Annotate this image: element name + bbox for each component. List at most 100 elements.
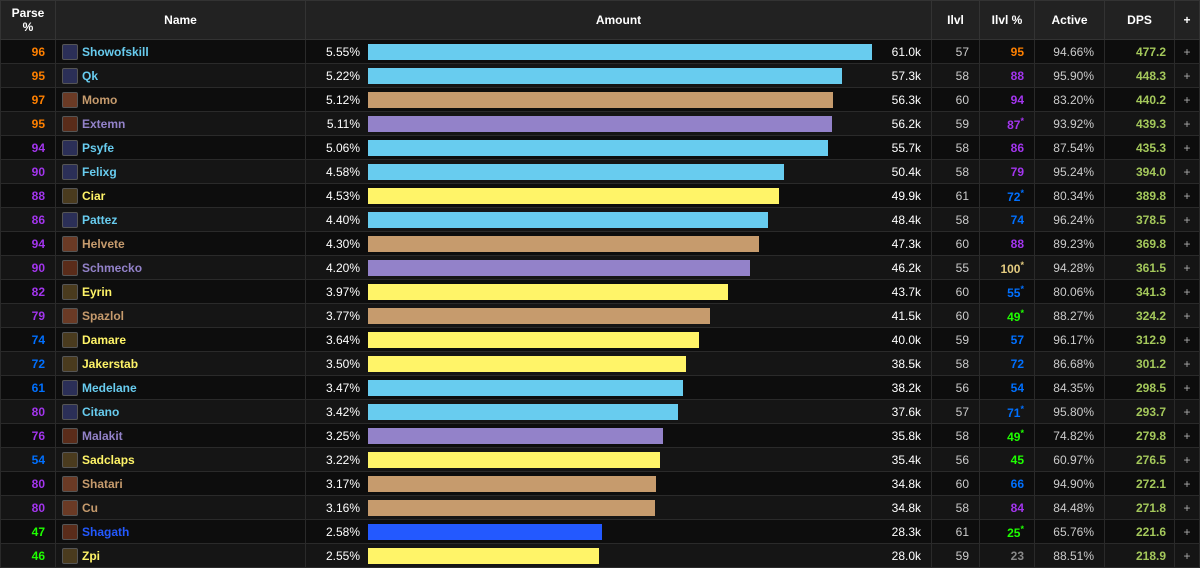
class-icon <box>62 308 78 324</box>
player-link[interactable]: Psyfe <box>82 141 114 155</box>
ilvl: 61 <box>932 184 980 208</box>
amount-percent: 3.25% <box>312 429 360 443</box>
parse-percent: 76 <box>1 424 56 448</box>
expand-button[interactable]: + <box>1175 328 1200 352</box>
ilvl: 56 <box>932 448 980 472</box>
ilvl: 58 <box>932 64 980 88</box>
player-link[interactable]: Spazlol <box>82 309 124 323</box>
expand-button[interactable]: + <box>1175 88 1200 112</box>
player-link[interactable]: Zpi <box>82 549 100 563</box>
player-link[interactable]: Shagath <box>82 525 129 539</box>
expand-button[interactable]: + <box>1175 40 1200 64</box>
header-name[interactable]: Name <box>56 1 306 40</box>
header-active[interactable]: Active <box>1035 1 1105 40</box>
table-row: 97Momo5.12%56.3k609483.20%440.2+ <box>1 88 1200 112</box>
player-link[interactable]: Schmecko <box>82 261 142 275</box>
dps: 440.2 <box>1105 88 1175 112</box>
expand-button[interactable]: + <box>1175 112 1200 136</box>
player-link[interactable]: Ciar <box>82 189 105 203</box>
active-percent: 95.90% <box>1035 64 1105 88</box>
amount-value: 37.6k <box>880 405 925 419</box>
player-link[interactable]: Qk <box>82 69 98 83</box>
class-icon <box>62 140 78 156</box>
amount-cell: 5.55%61.0k <box>306 40 932 64</box>
amount-percent: 4.20% <box>312 261 360 275</box>
header-plus[interactable]: + <box>1175 1 1200 40</box>
player-link[interactable]: Jakerstab <box>82 357 138 371</box>
dps: 271.8 <box>1105 496 1175 520</box>
damage-table: Parse % Name Amount Ilvl Ilvl % Active D… <box>0 0 1200 568</box>
dps: 439.3 <box>1105 112 1175 136</box>
header-dps[interactable]: DPS <box>1105 1 1175 40</box>
expand-button[interactable]: + <box>1175 544 1200 568</box>
dps: 389.8 <box>1105 184 1175 208</box>
header-ilvl[interactable]: Ilvl <box>932 1 980 40</box>
ilvl: 57 <box>932 40 980 64</box>
player-link[interactable]: Malakit <box>82 429 123 443</box>
parse-percent: 94 <box>1 136 56 160</box>
player-link[interactable]: Helvete <box>82 237 125 251</box>
expand-button[interactable]: + <box>1175 184 1200 208</box>
amount-percent: 3.47% <box>312 381 360 395</box>
expand-button[interactable]: + <box>1175 208 1200 232</box>
active-percent: 60.97% <box>1035 448 1105 472</box>
expand-button[interactable]: + <box>1175 424 1200 448</box>
expand-button[interactable]: + <box>1175 352 1200 376</box>
expand-button[interactable]: + <box>1175 472 1200 496</box>
player-link[interactable]: Damare <box>82 333 126 347</box>
player-link[interactable]: Pattez <box>82 213 117 227</box>
ilvl: 58 <box>932 136 980 160</box>
expand-button[interactable]: + <box>1175 496 1200 520</box>
header-ilvlp[interactable]: Ilvl % <box>980 1 1035 40</box>
header-parse[interactable]: Parse % <box>1 1 56 40</box>
ilvl-percent: 45 <box>980 448 1035 472</box>
player-link[interactable]: Medelane <box>82 381 137 395</box>
player-link[interactable]: Citano <box>82 405 119 419</box>
name-cell: Cu <box>56 496 306 520</box>
expand-button[interactable]: + <box>1175 448 1200 472</box>
expand-button[interactable]: + <box>1175 400 1200 424</box>
player-link[interactable]: Sadclaps <box>82 453 135 467</box>
name-cell: Showofskill <box>56 40 306 64</box>
player-link[interactable]: Felixg <box>82 165 117 179</box>
amount-value: 55.7k <box>880 141 925 155</box>
player-link[interactable]: Eyrin <box>82 285 112 299</box>
amount-cell: 5.22%57.3k <box>306 64 932 88</box>
active-percent: 84.35% <box>1035 376 1105 400</box>
table-row: 94Helvete4.30%47.3k608889.23%369.8+ <box>1 232 1200 256</box>
active-percent: 80.34% <box>1035 184 1105 208</box>
expand-button[interactable]: + <box>1175 376 1200 400</box>
player-link[interactable]: Shatari <box>82 477 123 491</box>
table-row: 80Shatari3.17%34.8k606694.90%272.1+ <box>1 472 1200 496</box>
expand-button[interactable]: + <box>1175 232 1200 256</box>
expand-button[interactable]: + <box>1175 256 1200 280</box>
name-cell: Momo <box>56 88 306 112</box>
ilvl-percent: 57 <box>980 328 1035 352</box>
player-link[interactable]: Extemn <box>82 117 125 131</box>
amount-percent: 5.22% <box>312 69 360 83</box>
amount-percent: 2.55% <box>312 549 360 563</box>
player-link[interactable]: Showofskill <box>82 45 149 59</box>
amount-bar <box>368 44 872 60</box>
expand-button[interactable]: + <box>1175 520 1200 544</box>
active-percent: 87.54% <box>1035 136 1105 160</box>
amount-value: 41.5k <box>880 309 925 323</box>
table-row: 90Schmecko4.20%46.2k55100*94.28%361.5+ <box>1 256 1200 280</box>
player-link[interactable]: Momo <box>82 93 117 107</box>
ilvl: 58 <box>932 424 980 448</box>
expand-button[interactable]: + <box>1175 136 1200 160</box>
player-link[interactable]: Cu <box>82 501 98 515</box>
expand-button[interactable]: + <box>1175 160 1200 184</box>
expand-button[interactable]: + <box>1175 64 1200 88</box>
expand-button[interactable]: + <box>1175 280 1200 304</box>
ilvl: 60 <box>932 304 980 328</box>
parse-percent: 90 <box>1 256 56 280</box>
ilvl-percent: 72* <box>980 184 1035 208</box>
header-amount[interactable]: Amount <box>306 1 932 40</box>
amount-percent: 3.16% <box>312 501 360 515</box>
ilvl-percent: 25* <box>980 520 1035 544</box>
amount-value: 43.7k <box>880 285 925 299</box>
header-row: Parse % Name Amount Ilvl Ilvl % Active D… <box>1 1 1200 40</box>
class-icon <box>62 476 78 492</box>
expand-button[interactable]: + <box>1175 304 1200 328</box>
